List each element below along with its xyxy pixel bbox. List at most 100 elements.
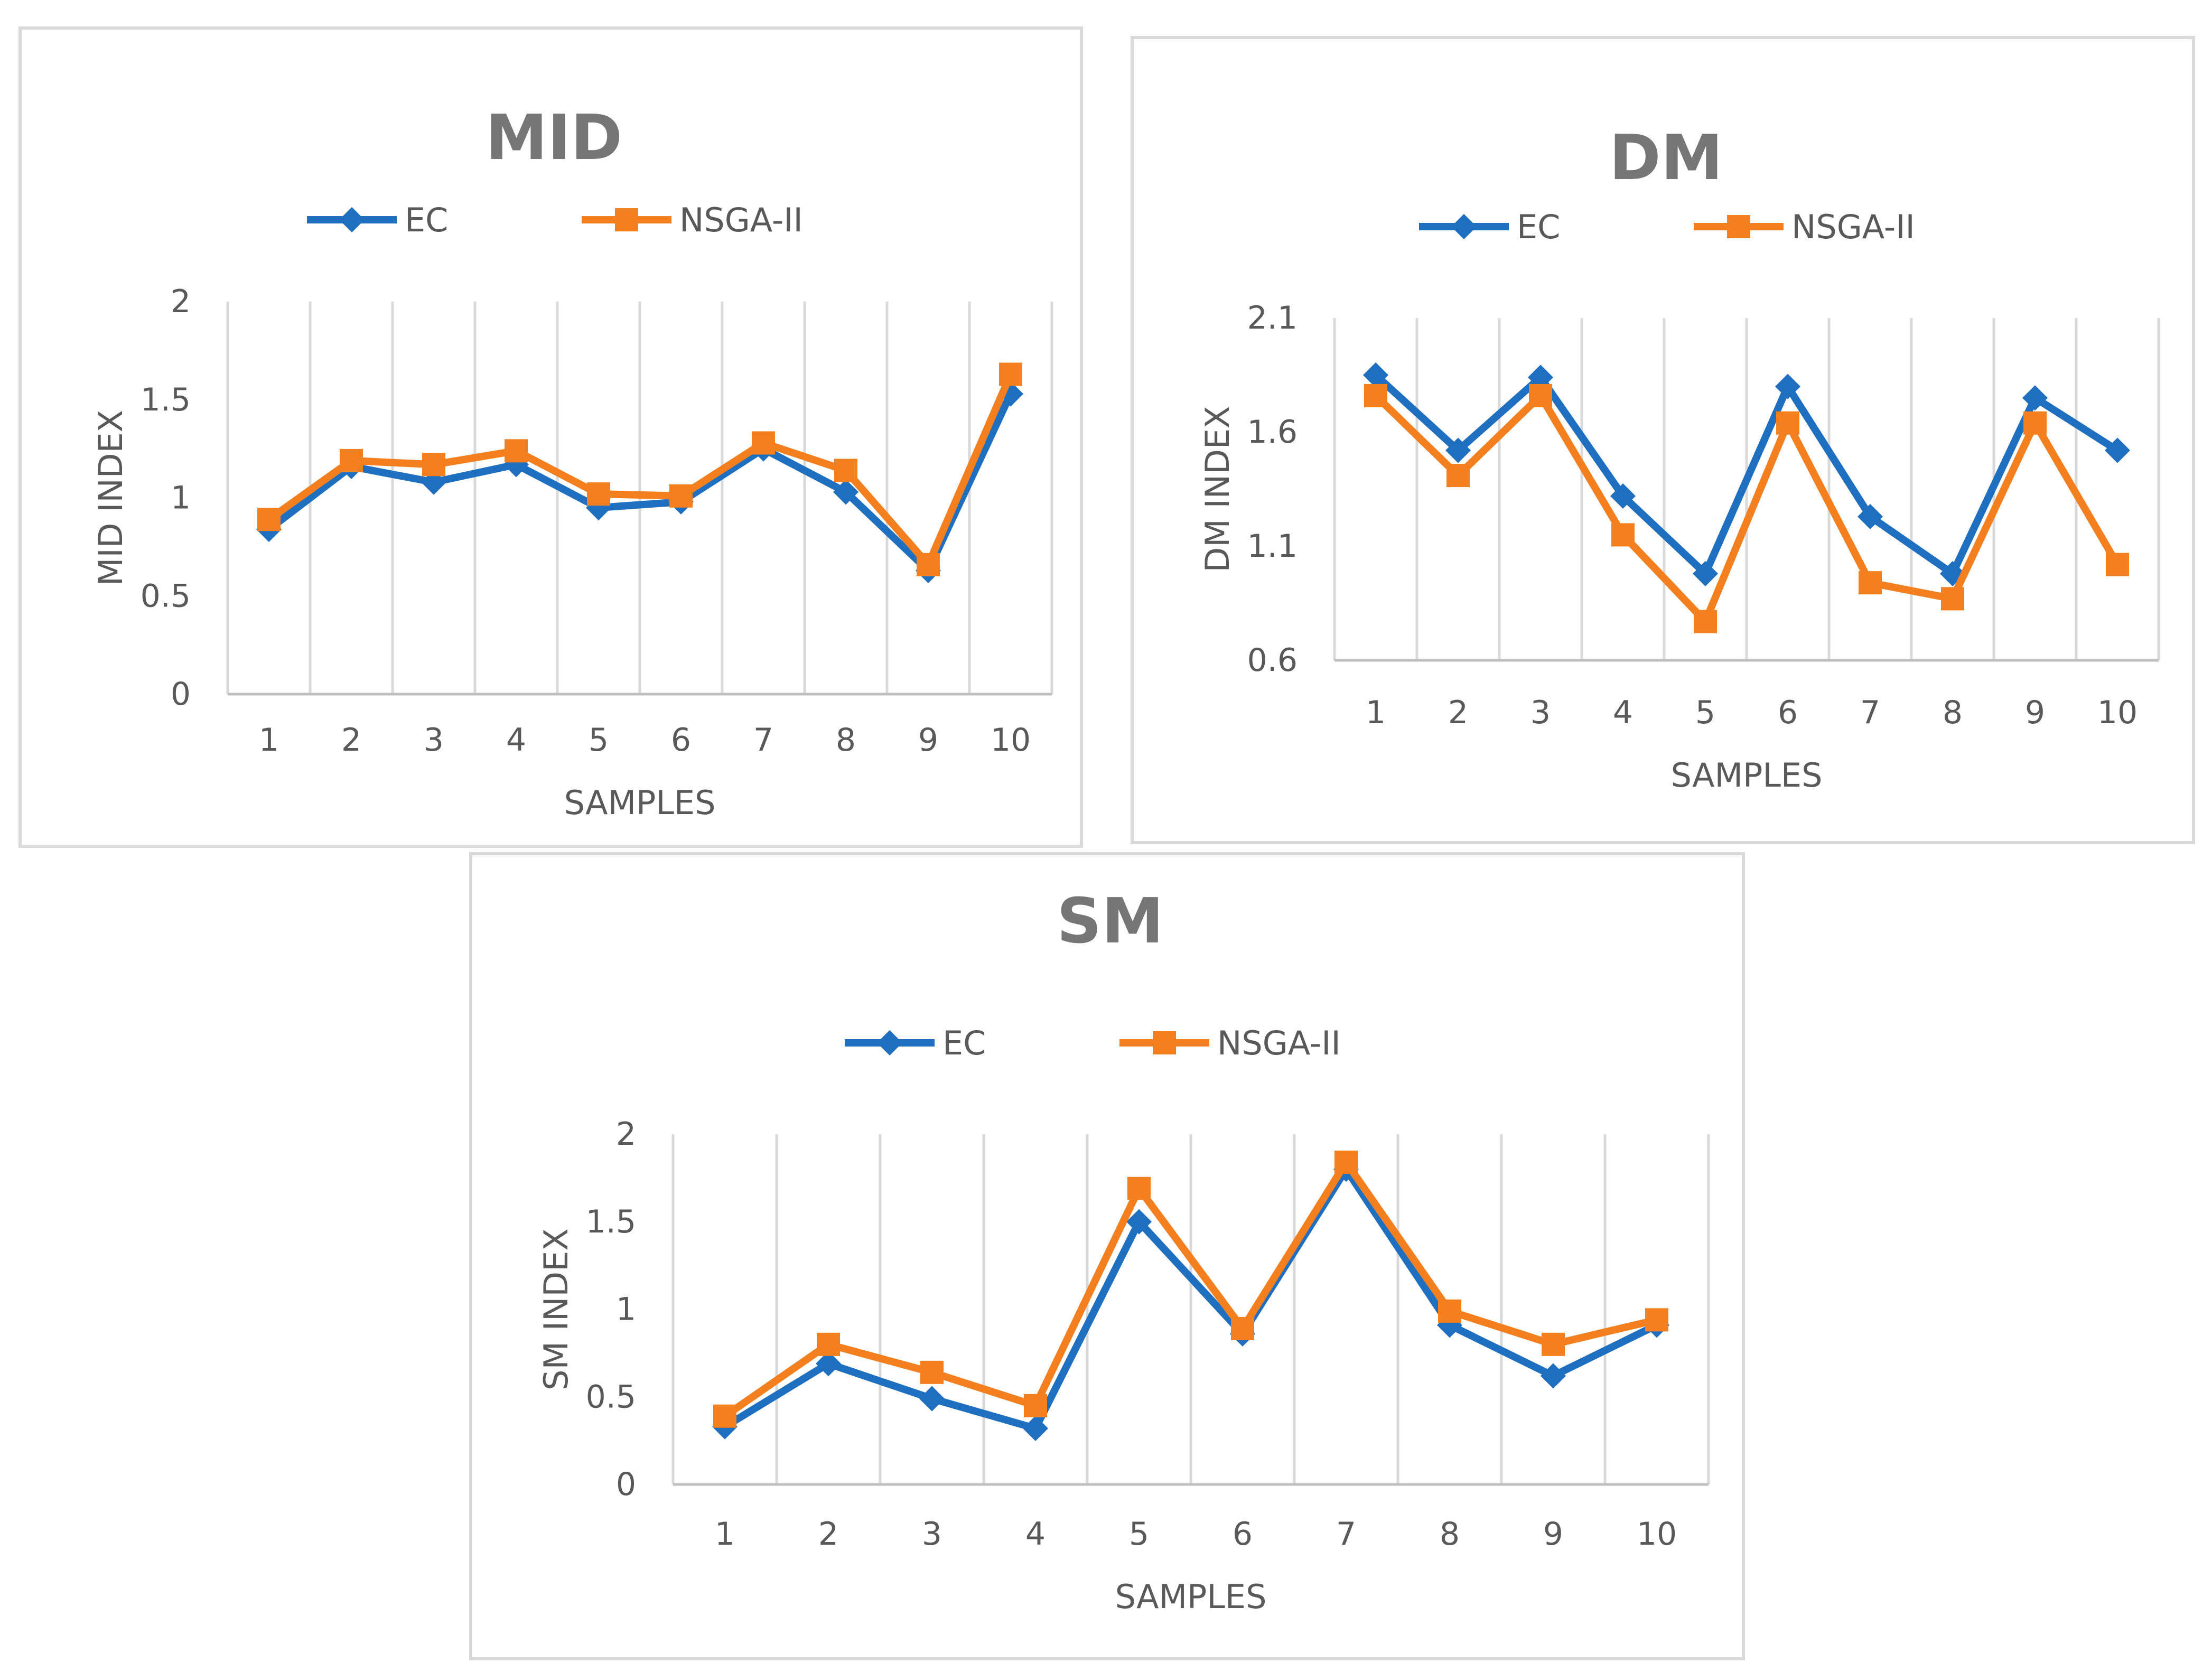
y-tick-label: 1.5 <box>141 381 191 418</box>
data-point-ec <box>1363 362 1388 388</box>
data-point-ec <box>2022 385 2048 411</box>
x-axis-label: SAMPLES <box>1671 756 1823 795</box>
data-point-nsga-ii <box>1334 1151 1358 1174</box>
dm-chart-title: DM <box>1609 121 1723 194</box>
x-tick-label: 10 <box>2097 694 2138 731</box>
y-tick-label: 1.5 <box>586 1203 636 1240</box>
y-tick-label: 1 <box>171 480 191 517</box>
data-point-nsga-ii <box>1645 1308 1668 1332</box>
x-tick-label: 1 <box>1366 694 1386 731</box>
data-point-ec <box>833 479 858 505</box>
data-point-nsga-ii <box>1611 523 1635 547</box>
data-point-nsga-ii <box>713 1404 736 1428</box>
y-tick-label: 0 <box>171 676 191 713</box>
x-tick-label: 1 <box>715 1516 735 1553</box>
x-tick-label: 7 <box>753 722 773 759</box>
y-tick-label: 0.5 <box>141 577 191 614</box>
data-point-nsga-ii <box>1694 610 1717 633</box>
y-axis-label: MID INDEX <box>91 410 130 586</box>
series-line-ec <box>1373 372 2120 577</box>
x-tick-label: 2 <box>1448 694 1468 731</box>
legend-label: NSGA-II <box>1791 208 1915 246</box>
data-point-nsga-ii <box>2106 553 2129 576</box>
y-tick-label: 0 <box>616 1466 636 1503</box>
x-tick-label: 3 <box>424 722 444 759</box>
sm-chart-title: SM <box>1057 884 1163 957</box>
data-point-nsga-ii <box>817 1332 840 1356</box>
series-line-ec <box>266 392 1014 574</box>
x-tick-label: 10 <box>1637 1516 1677 1553</box>
legend-marker <box>339 207 365 232</box>
data-point-nsga-ii <box>1127 1176 1151 1200</box>
y-tick-label: 0.5 <box>586 1378 636 1415</box>
data-point-nsga-ii <box>834 459 857 482</box>
legend-marker <box>877 1030 902 1055</box>
dm-chart-svg: DM EC NSGA-II 0.6 1.1 1.6 2.1 1 2 3 4 5 6 7 8 9 10 SAMPLE… <box>1198 121 2160 795</box>
x-tick-label: 8 <box>1440 1516 1460 1553</box>
data-point-nsga-ii <box>1231 1316 1254 1340</box>
legend-marker <box>1153 1031 1176 1054</box>
series-line-nsga-ii <box>266 372 1014 568</box>
x-tick-label: 9 <box>1543 1516 1563 1553</box>
data-point-nsga-ii <box>999 362 1022 386</box>
x-tick-label: 2 <box>341 722 361 759</box>
x-axis-label: SAMPLES <box>1115 1577 1267 1616</box>
legend-label: EC <box>942 1024 986 1062</box>
legend-marker <box>1451 214 1477 239</box>
data-point-nsga-ii <box>422 453 445 477</box>
y-tick-label: 1.6 <box>1247 414 1298 451</box>
x-tick-label: 4 <box>1613 694 1633 731</box>
x-tick-label: 4 <box>506 722 526 759</box>
sm-chart-svg: SM EC NSGA-II 0 0.5 1 1.5 2 1 2 3 4 5 6 7 8 9 10 SAMPLES SM… <box>537 884 1710 1616</box>
x-tick-label: 2 <box>818 1516 838 1553</box>
data-point-ec <box>2105 437 2130 463</box>
y-tick-label: 1.1 <box>1247 528 1298 565</box>
legend-entry-nsga-ii: NSGA-II <box>582 201 803 239</box>
data-point-nsga-ii <box>920 1360 944 1384</box>
mid-chart-panel: MID EC NSGA-II 0 0.5 1 1.5 2 1 2 3 4 5 6 7 8 9 10 SAMPLES M… <box>18 26 1083 848</box>
data-point-ec <box>1610 483 1636 509</box>
data-point-nsga-ii <box>505 439 528 463</box>
data-point-nsga-ii <box>1776 411 1799 435</box>
y-axis-label: SM INDEX <box>537 1228 575 1390</box>
x-tick-label: 5 <box>1129 1516 1149 1553</box>
data-point-ec <box>1693 561 1718 586</box>
y-tick-label: 0.6 <box>1247 642 1298 679</box>
legend-label: EC <box>1517 208 1560 246</box>
data-point-nsga-ii <box>1364 384 1387 407</box>
data-point-nsga-ii <box>340 449 363 472</box>
x-tick-label: 10 <box>991 722 1031 759</box>
x-tick-label: 9 <box>2025 694 2045 731</box>
y-axis-label: DM INDEX <box>1198 406 1237 573</box>
series-line-nsga-ii <box>1373 391 2121 625</box>
series-line-nsga-ii <box>723 1159 1658 1419</box>
x-tick-label: 7 <box>1336 1516 1356 1553</box>
x-tick-label: 1 <box>259 722 279 759</box>
data-point-nsga-ii <box>257 508 281 531</box>
data-point-nsga-ii <box>1438 1299 1461 1323</box>
x-axis-label: SAMPLES <box>564 783 716 822</box>
x-tick-label: 6 <box>1233 1516 1253 1553</box>
y-tick-label: 2 <box>616 1116 636 1153</box>
legend-entry-nsga-ii: NSGA-II <box>1119 1024 1341 1062</box>
data-point-ec <box>919 1386 945 1412</box>
sm-chart-panel: SM EC NSGA-II 0 0.5 1 1.5 2 1 2 3 4 5 6 7 8 9 10 SAMPLES SM… <box>469 852 1745 1660</box>
data-point-nsga-ii <box>917 553 940 576</box>
data-point-ec <box>1023 1415 1048 1441</box>
x-tick-label: 9 <box>918 722 938 759</box>
legend-label: EC <box>405 201 448 239</box>
data-point-nsga-ii <box>669 484 693 508</box>
y-tick-label: 2.1 <box>1247 300 1298 337</box>
data-point-ec <box>1126 1209 1152 1235</box>
y-tick-label: 2 <box>171 283 191 320</box>
data-point-nsga-ii <box>1024 1394 1047 1417</box>
legend-label: NSGA-II <box>679 201 803 239</box>
data-point-ec <box>1775 373 1800 399</box>
data-point-nsga-ii <box>2023 411 2047 435</box>
x-tick-label: 6 <box>1778 694 1798 731</box>
legend-entry-nsga-ii: NSGA-II <box>1694 208 1915 246</box>
data-point-ec <box>1437 1312 1462 1338</box>
data-point-ec <box>816 1351 841 1377</box>
legend-marker <box>1727 215 1750 238</box>
mid-chart-svg: MID EC NSGA-II 0 0.5 1 1.5 2 1 2 3 4 5 6 7 8 9 10 SAMPLES M… <box>91 101 1053 822</box>
